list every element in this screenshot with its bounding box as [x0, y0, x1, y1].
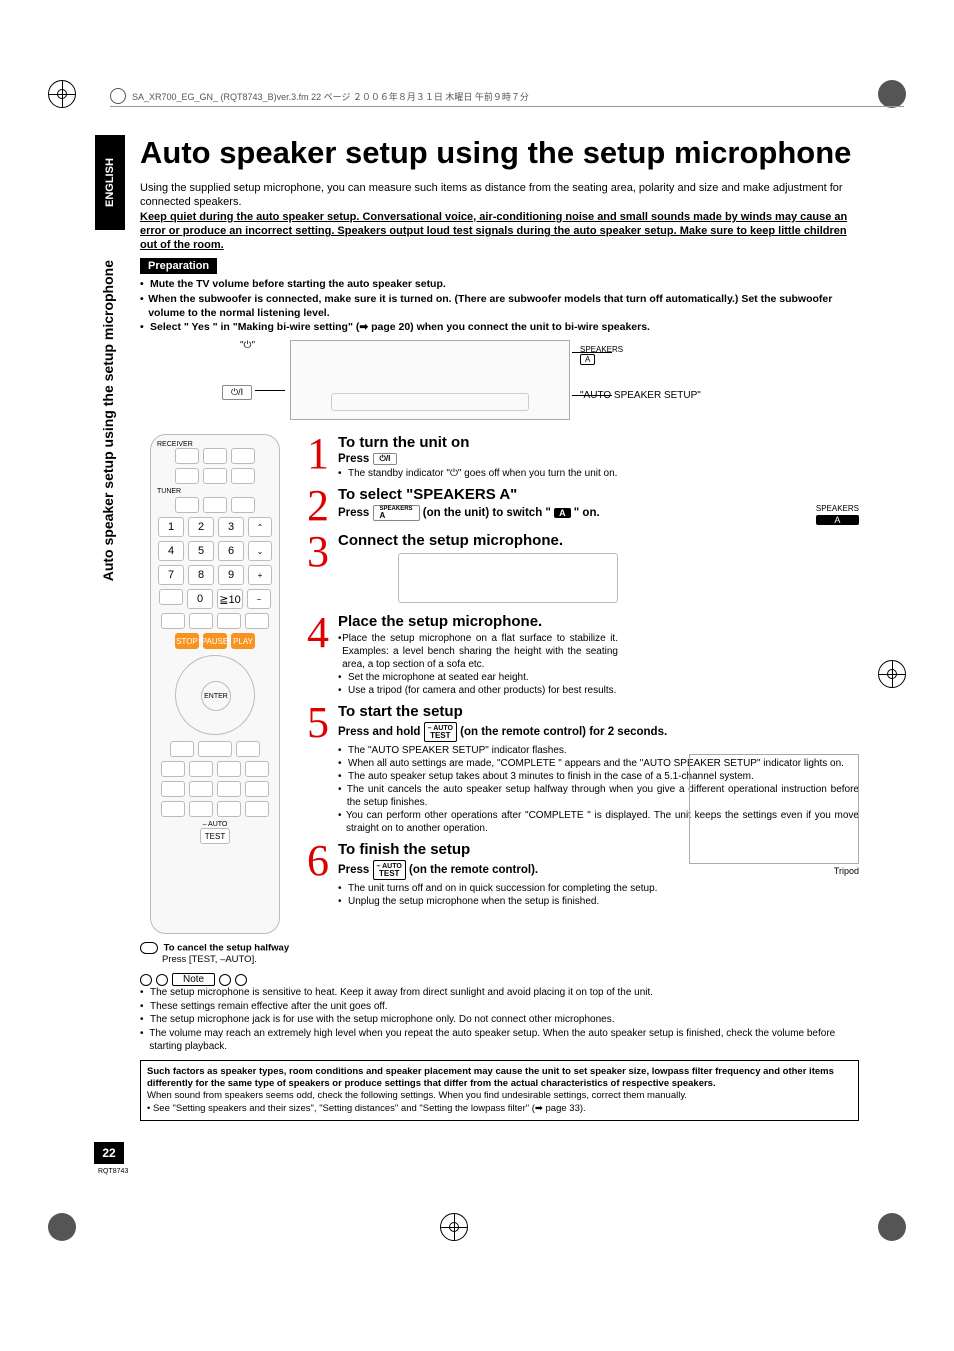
page-content: Auto speaker setup using the setup micro…	[140, 135, 859, 1121]
prep-item: Select " Yes " in "Making bi-wire settin…	[150, 320, 650, 334]
step-number: 5	[298, 703, 338, 835]
note-item: The setup microphone jack is for use wit…	[150, 1013, 615, 1027]
remote-illustration: RECEIVER TUNER 123⌃ 456⌄ 789+ 0≧10− STOP…	[150, 434, 280, 934]
speakers-a-callout: SPEAKERS A	[580, 345, 623, 365]
step-title: To select "SPEAKERS A"	[338, 486, 859, 503]
ring-icon	[156, 974, 168, 986]
note-item: The setup microphone is sensitive to hea…	[150, 986, 653, 1000]
note-label: Note	[172, 973, 215, 986]
note-item: The volume may reach an extremely high l…	[149, 1027, 859, 1054]
main-columns: RECEIVER TUNER 123⌃ 456⌄ 789+ 0≧10− STOP…	[140, 434, 859, 965]
intro-block: Using the supplied setup microphone, you…	[140, 181, 859, 252]
microphone-diagram	[398, 553, 618, 603]
prep-item: Mute the TV volume before starting the a…	[150, 277, 446, 291]
a-badge-icon: A	[580, 354, 595, 365]
steps-column: SPEAKERS A Tripod 1 To turn the unit on …	[290, 434, 859, 965]
preparation-list: •Mute the TV volume before starting the …	[140, 277, 859, 334]
step-title: Place the setup microphone.	[338, 613, 859, 630]
step-number: 4	[298, 613, 338, 697]
step-3: 3 Connect the setup microphone.	[298, 532, 859, 607]
a-fill-icon: A	[554, 508, 571, 518]
test-button-icon: TEST	[200, 828, 230, 844]
prep-item: When the subwoofer is connected, make su…	[148, 292, 859, 320]
step-number: 1	[298, 434, 338, 480]
note-header: Note	[140, 973, 859, 986]
power-button-icon: ⏻/I	[373, 453, 398, 465]
standby-quote: "⏻"	[240, 340, 255, 351]
reg-mark-bc	[440, 1213, 468, 1241]
reg-mark-r	[878, 660, 906, 688]
speakers-a-aside: SPEAKERS A	[816, 504, 859, 525]
remote-receiver-label: RECEIVER	[157, 441, 273, 448]
page-number-badge: 22	[94, 1142, 124, 1164]
test-button-icon: – AUTOTEST	[373, 860, 406, 880]
corner-dot-br	[878, 1213, 906, 1241]
factors-line2: • See "Setting speakers and their sizes"…	[147, 1103, 586, 1114]
hand-icon	[140, 942, 158, 954]
receiver-illustration	[290, 340, 570, 420]
factors-bold: Such factors as speaker types, room cond…	[147, 1066, 834, 1089]
notes-list: •The setup microphone is sensitive to he…	[140, 986, 859, 1054]
intro-warning: Keep quiet during the auto speaker setup…	[140, 210, 859, 253]
reg-mark-tl	[48, 80, 76, 108]
ring-icon	[235, 974, 247, 986]
note-item: These settings remain effective after th…	[150, 1000, 388, 1014]
cancel-setup-note: To cancel the setup halfway Press [TEST,…	[140, 942, 290, 965]
document-id: RQT8743	[98, 1168, 128, 1175]
ring-icon	[140, 974, 152, 986]
step-number: 3	[298, 532, 338, 607]
step-4: 4 Place the setup microphone. •Place the…	[298, 613, 859, 697]
speakers-a-button-icon: SPEAKERS A	[373, 505, 420, 521]
ring-icon	[219, 974, 231, 986]
page-title: Auto speaker setup using the setup micro…	[140, 135, 859, 171]
factors-line1: When sound from speakers seems odd, chec…	[147, 1090, 687, 1101]
tripod-label: Tripod	[689, 866, 859, 876]
intro-text: Using the supplied setup microphone, you…	[140, 181, 859, 210]
step-1: 1 To turn the unit on Press ⏻/I •The sta…	[298, 434, 859, 480]
step-title: To turn the unit on	[338, 434, 859, 451]
power-button-icon: ⏻/I	[222, 385, 252, 400]
step-title: To start the setup	[338, 703, 859, 720]
step-number: 2	[298, 486, 338, 526]
test-button-icon: – AUTOTEST	[424, 722, 457, 742]
dpad-icon: ENTER	[175, 655, 255, 735]
side-section-title: Auto speaker setup using the setup micro…	[100, 260, 116, 581]
preparation-label: Preparation	[140, 258, 217, 274]
language-tab: ENGLISH	[95, 135, 125, 230]
remote-column: RECEIVER TUNER 123⌃ 456⌄ 789+ 0≧10− STOP…	[140, 434, 290, 965]
step-2: 2 To select "SPEAKERS A" Press SPEAKERS …	[298, 486, 859, 526]
factors-box: Such factors as speaker types, room cond…	[140, 1060, 859, 1121]
file-header-text: SA_XR700_EG_GN_ (RQT8743_B)ver.3.fm 22 ペ…	[132, 90, 529, 103]
file-header: SA_XR700_EG_GN_ (RQT8743_B)ver.3.fm 22 ペ…	[110, 88, 904, 107]
step-title: Connect the setup microphone.	[338, 532, 859, 549]
receiver-diagram: "⏻" ⏻/I SPEAKERS A "AUTO SPEAKER SETUP"	[140, 340, 859, 430]
room-diagram: Tripod	[689, 754, 859, 894]
corner-dot-bl	[48, 1213, 76, 1241]
step-number: 6	[298, 841, 338, 908]
